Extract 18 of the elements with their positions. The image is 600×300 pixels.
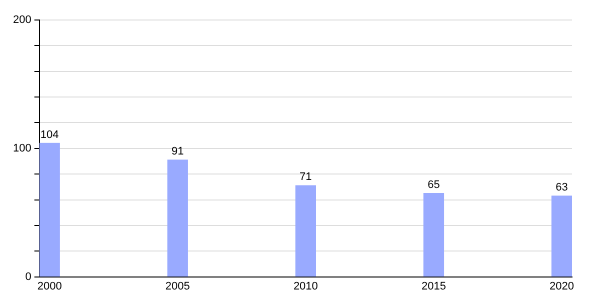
data-label: 65 (428, 178, 440, 191)
data-label: 63 (556, 181, 568, 194)
bar (551, 196, 572, 277)
bar (295, 185, 316, 277)
x-tick-label: 2015 (421, 280, 446, 292)
x-tick-label: 2005 (165, 280, 190, 292)
y-tick-label: 200 (12, 14, 32, 26)
bar (167, 160, 188, 277)
bar (423, 193, 444, 277)
bar (39, 142, 60, 277)
x-tick-label: 2010 (293, 280, 318, 292)
x-tick-label: 2000 (37, 280, 62, 292)
x-tick-label: 2020 (550, 280, 574, 292)
data-label: 71 (300, 171, 312, 184)
data-label: 91 (172, 145, 184, 158)
y-tick-label: 0 (25, 270, 32, 283)
data-label: 104 (40, 128, 59, 141)
y-tick-label: 100 (12, 142, 32, 154)
